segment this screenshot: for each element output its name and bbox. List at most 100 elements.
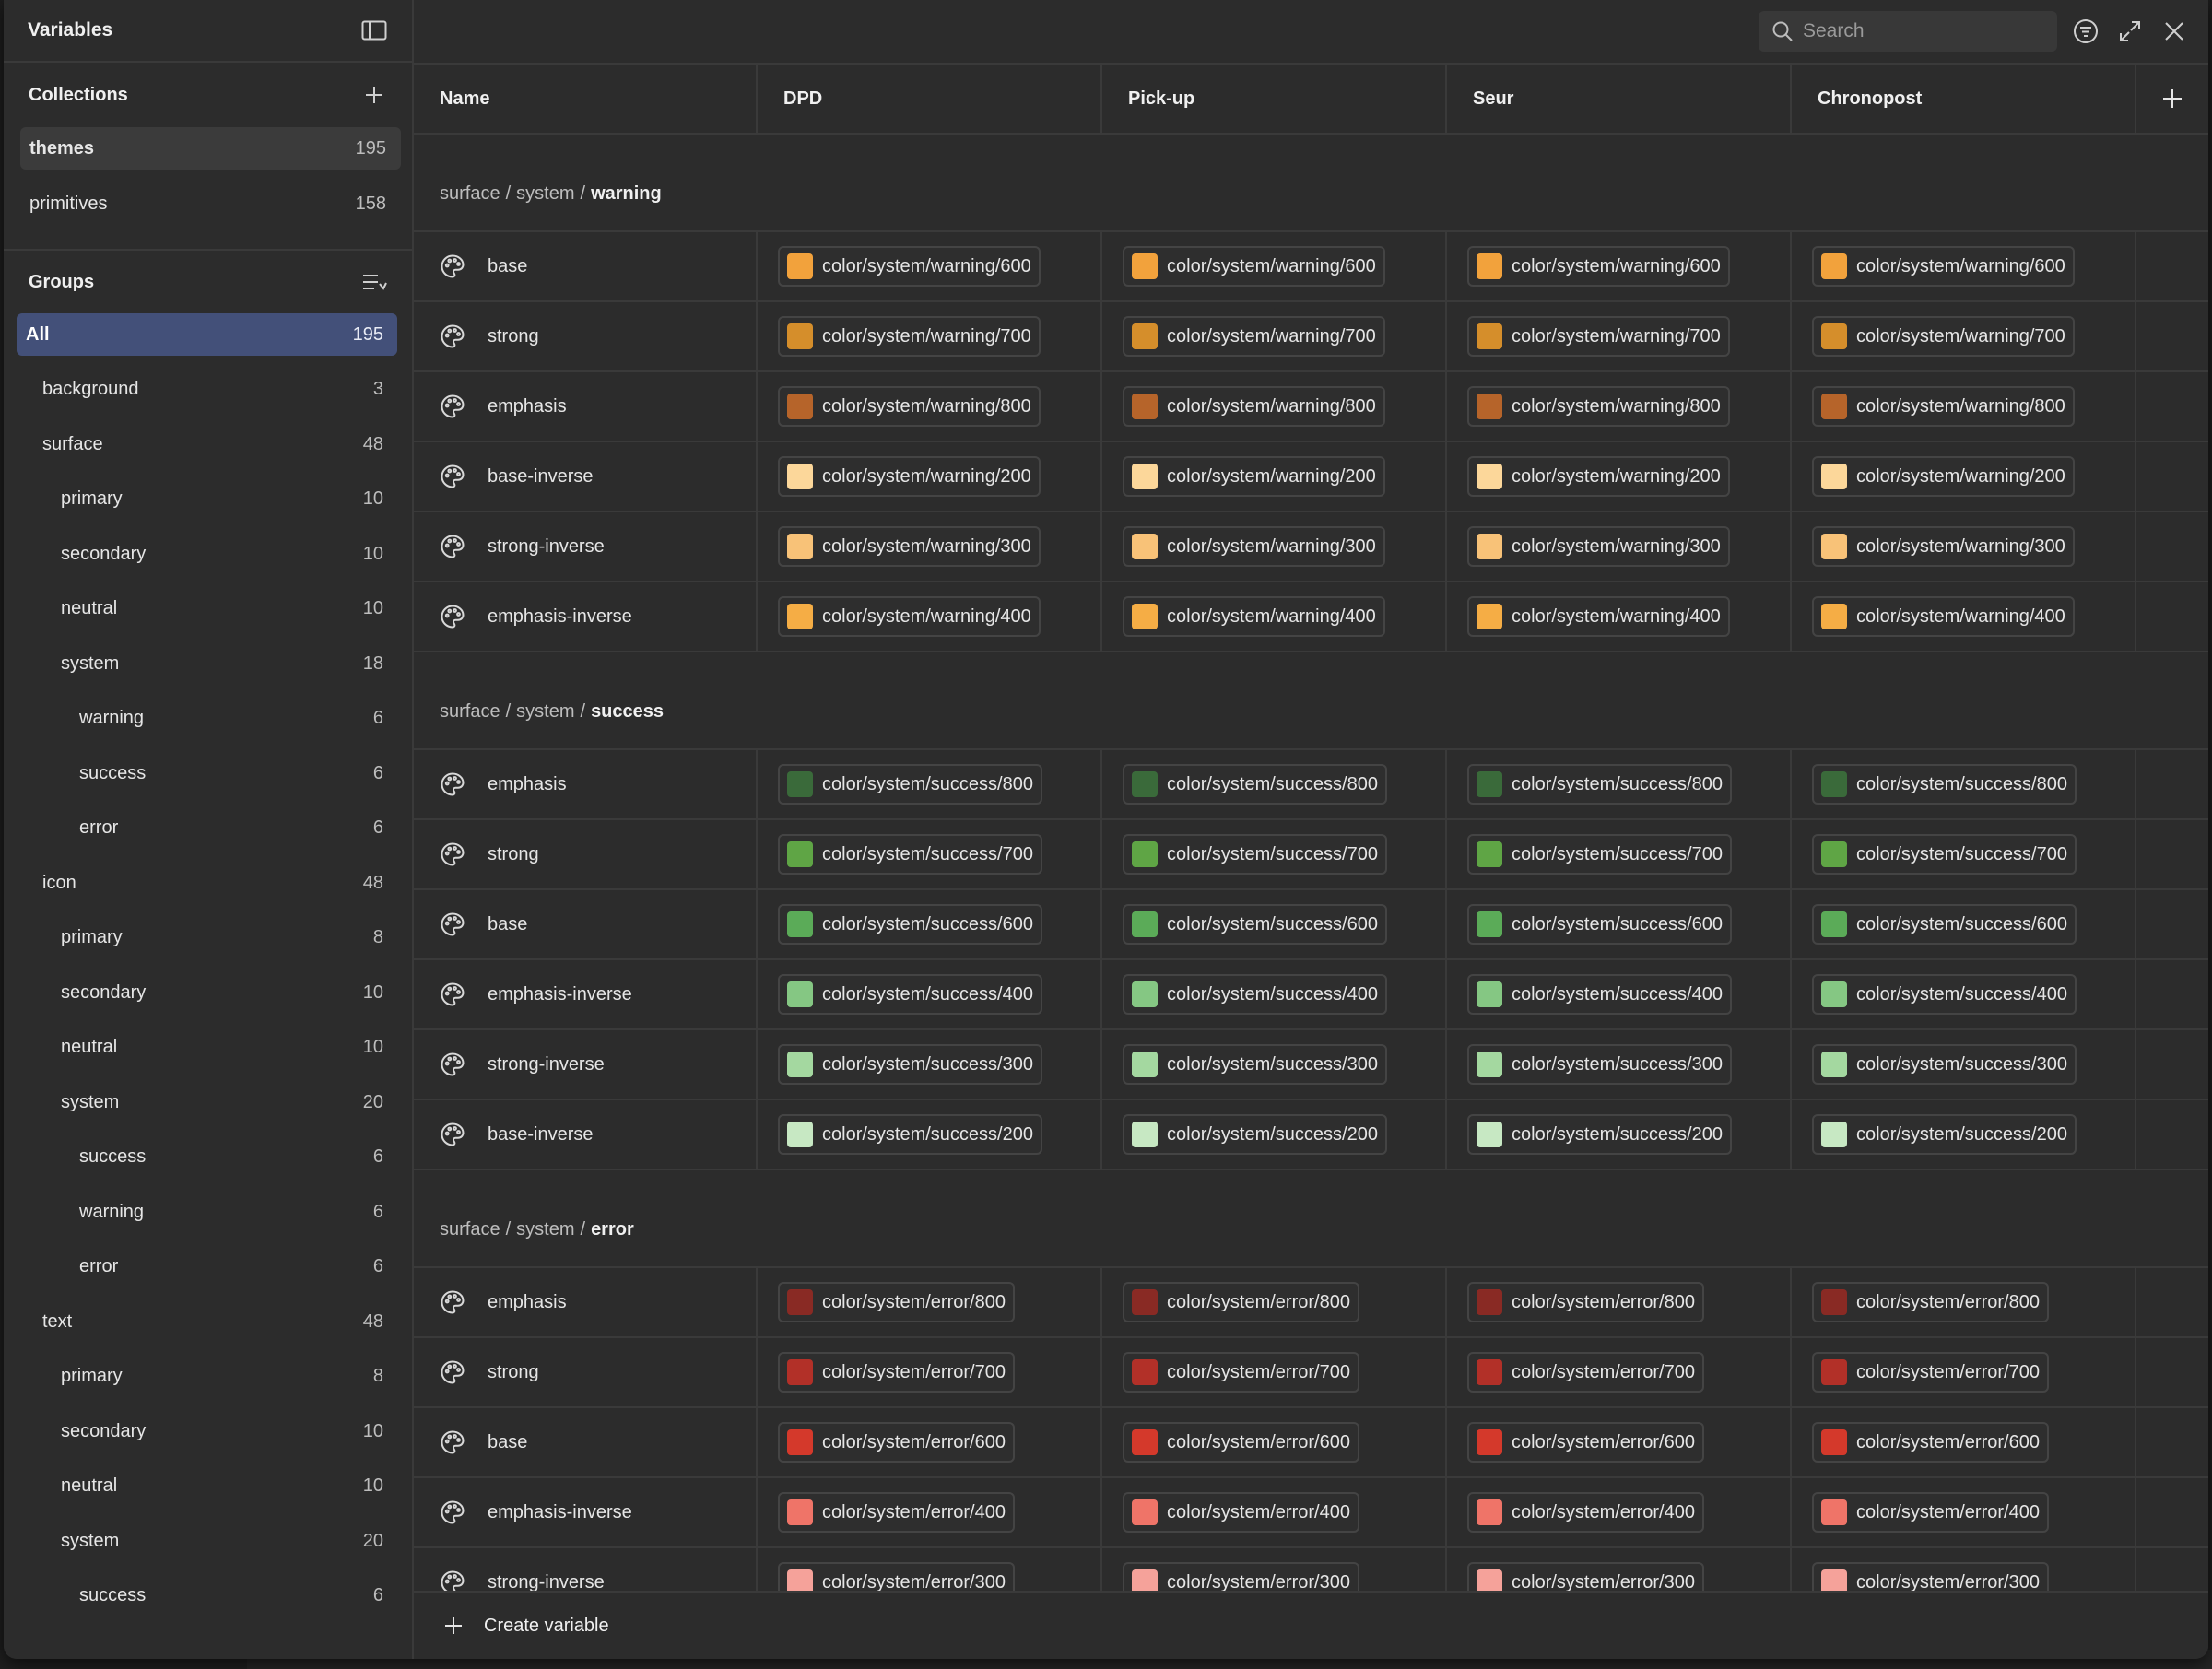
group-item-primary[interactable]: primary 10 [17,478,397,521]
group-item-primary[interactable]: primary 8 [17,1356,397,1398]
table-row[interactable]: emphasis-inverse color/system/success/400… [414,960,2208,1030]
color-alias-pill[interactable]: color/system/error/400 [1467,1492,1704,1533]
table-row[interactable]: strong-inverse color/system/warning/300 co… [414,512,2208,582]
color-alias-pill[interactable]: color/system/success/400 [778,974,1042,1015]
groups-options-icon[interactable] [359,266,390,298]
color-alias-pill[interactable]: color/system/success/400 [1467,974,1732,1015]
group-item-background[interactable]: background 3 [17,369,397,411]
group-item-error[interactable]: error 6 [17,1246,397,1288]
color-alias-pill[interactable]: color/system/warning/300 [1812,526,2075,567]
color-alias-pill[interactable]: color/system/warning/300 [1467,526,1730,567]
color-alias-pill[interactable]: color/system/warning/700 [1812,316,2075,357]
color-alias-pill[interactable]: color/system/warning/200 [778,456,1041,497]
table-row[interactable]: base-inverse color/system/success/200 colo… [414,1100,2208,1170]
color-alias-pill[interactable]: color/system/warning/800 [778,386,1041,427]
column-header-pick-up[interactable]: Pick-up [1102,65,1447,133]
color-alias-pill[interactable]: color/system/error/700 [1123,1352,1359,1393]
table-row[interactable]: strong-inverse color/system/success/300 co… [414,1030,2208,1100]
group-item-warning[interactable]: warning 6 [17,1191,397,1233]
variable-name-cell[interactable]: emphasis-inverse [414,582,758,651]
group-item-success[interactable]: success 6 [17,1575,397,1617]
group-item-secondary[interactable]: secondary 10 [17,533,397,575]
color-alias-pill[interactable]: color/system/error/700 [778,1352,1015,1393]
group-item-warning[interactable]: warning 6 [17,698,397,740]
table-row[interactable]: strong-inverse color/system/error/300 colo… [414,1548,2208,1591]
variable-name-cell[interactable]: strong-inverse [414,512,758,581]
search-box[interactable] [1759,11,2057,52]
color-alias-pill[interactable]: color/system/success/600 [1123,904,1387,945]
color-alias-pill[interactable]: color/system/success/300 [1123,1044,1387,1085]
column-header-dpd[interactable]: DPD [758,65,1102,133]
color-alias-pill[interactable]: color/system/error/700 [1812,1352,2049,1393]
group-item-neutral[interactable]: neutral 10 [17,1027,397,1069]
color-alias-pill[interactable]: color/system/error/400 [1123,1492,1359,1533]
color-alias-pill[interactable]: color/system/error/400 [778,1492,1015,1533]
color-alias-pill[interactable]: color/system/warning/200 [1123,456,1385,497]
table-row[interactable]: emphasis color/system/success/800 color/sy… [414,750,2208,820]
color-alias-pill[interactable]: color/system/error/600 [1467,1422,1704,1463]
color-alias-pill[interactable]: color/system/error/800 [778,1282,1015,1322]
variable-name-cell[interactable]: base-inverse [414,442,758,511]
color-alias-pill[interactable]: color/system/warning/300 [778,526,1041,567]
color-alias-pill[interactable]: color/system/error/800 [1812,1282,2049,1322]
table-row[interactable]: strong color/system/warning/700 color/syst… [414,302,2208,372]
collection-item-themes[interactable]: themes 195 [20,127,401,170]
search-input[interactable] [1803,20,2042,42]
color-alias-pill[interactable]: color/system/success/400 [1123,974,1387,1015]
color-alias-pill[interactable]: color/system/warning/800 [1123,386,1385,427]
variable-name-cell[interactable]: strong-inverse [414,1548,758,1591]
create-variable-button[interactable]: Create variable [414,1591,2208,1659]
table-row[interactable]: emphasis-inverse color/system/warning/400… [414,582,2208,652]
color-alias-pill[interactable]: color/system/success/300 [1467,1044,1732,1085]
collection-item-primitives[interactable]: primitives 158 [20,182,401,225]
color-alias-pill[interactable]: color/system/warning/700 [1123,316,1385,357]
group-item-system[interactable]: system 18 [17,642,397,685]
color-alias-pill[interactable]: color/system/success/200 [1467,1114,1732,1155]
color-alias-pill[interactable]: color/system/error/600 [778,1422,1015,1463]
group-item-success[interactable]: success 6 [17,752,397,794]
table-row[interactable]: emphasis color/system/error/800 color/syst… [414,1268,2208,1338]
group-item-secondary[interactable]: secondary 10 [17,971,397,1014]
color-alias-pill[interactable]: color/system/warning/400 [1812,596,2075,637]
color-alias-pill[interactable]: color/system/warning/700 [1467,316,1730,357]
color-alias-pill[interactable]: color/system/warning/600 [1812,246,2075,287]
color-alias-pill[interactable]: color/system/success/200 [1123,1114,1387,1155]
variable-name-cell[interactable]: base [414,890,758,958]
group-item-All[interactable]: All 195 [17,313,397,356]
group-item-success[interactable]: success 6 [17,1136,397,1179]
group-item-neutral[interactable]: neutral 10 [17,588,397,630]
add-collection-icon[interactable] [359,79,390,111]
group-item-text[interactable]: text 48 [17,1300,397,1343]
group-item-icon[interactable]: icon 48 [17,862,397,904]
color-alias-pill[interactable]: color/system/success/700 [1467,834,1732,875]
group-item-neutral[interactable]: neutral 10 [17,1465,397,1508]
color-alias-pill[interactable]: color/system/success/200 [778,1114,1042,1155]
color-alias-pill[interactable]: color/system/success/700 [1812,834,2077,875]
color-alias-pill[interactable]: color/system/warning/200 [1812,456,2075,497]
table-row[interactable]: strong color/system/success/700 color/syst… [414,820,2208,890]
table-row[interactable]: emphasis-inverse color/system/error/400 co… [414,1478,2208,1548]
color-alias-pill[interactable]: color/system/error/700 [1467,1352,1704,1393]
column-header-chronopost[interactable]: Chronopost [1792,65,2136,133]
color-alias-pill[interactable]: color/system/success/600 [1812,904,2077,945]
color-alias-pill[interactable]: color/system/error/300 [1123,1562,1359,1591]
variable-name-cell[interactable]: strong-inverse [414,1030,758,1099]
color-alias-pill[interactable]: color/system/error/600 [1812,1422,2049,1463]
group-item-system[interactable]: system 20 [17,1081,397,1123]
color-alias-pill[interactable]: color/system/success/700 [778,834,1042,875]
color-alias-pill[interactable]: color/system/warning/600 [1467,246,1730,287]
variable-name-cell[interactable]: emphasis [414,750,758,818]
variable-name-cell[interactable]: base [414,232,758,300]
toggle-sidebar-icon[interactable] [359,15,390,46]
add-mode-button[interactable] [2136,65,2208,133]
table-row[interactable]: emphasis color/system/warning/800 color/sy… [414,372,2208,442]
color-alias-pill[interactable]: color/system/warning/600 [778,246,1041,287]
variable-name-cell[interactable]: strong [414,302,758,370]
color-alias-pill[interactable]: color/system/warning/700 [778,316,1041,357]
variable-name-cell[interactable]: emphasis [414,372,758,441]
group-item-error[interactable]: error 6 [17,807,397,850]
color-alias-pill[interactable]: color/system/error/300 [778,1562,1015,1591]
color-alias-pill[interactable]: color/system/error/400 [1812,1492,2049,1533]
column-header-name[interactable]: Name [414,65,758,133]
variable-name-cell[interactable]: base [414,1408,758,1476]
